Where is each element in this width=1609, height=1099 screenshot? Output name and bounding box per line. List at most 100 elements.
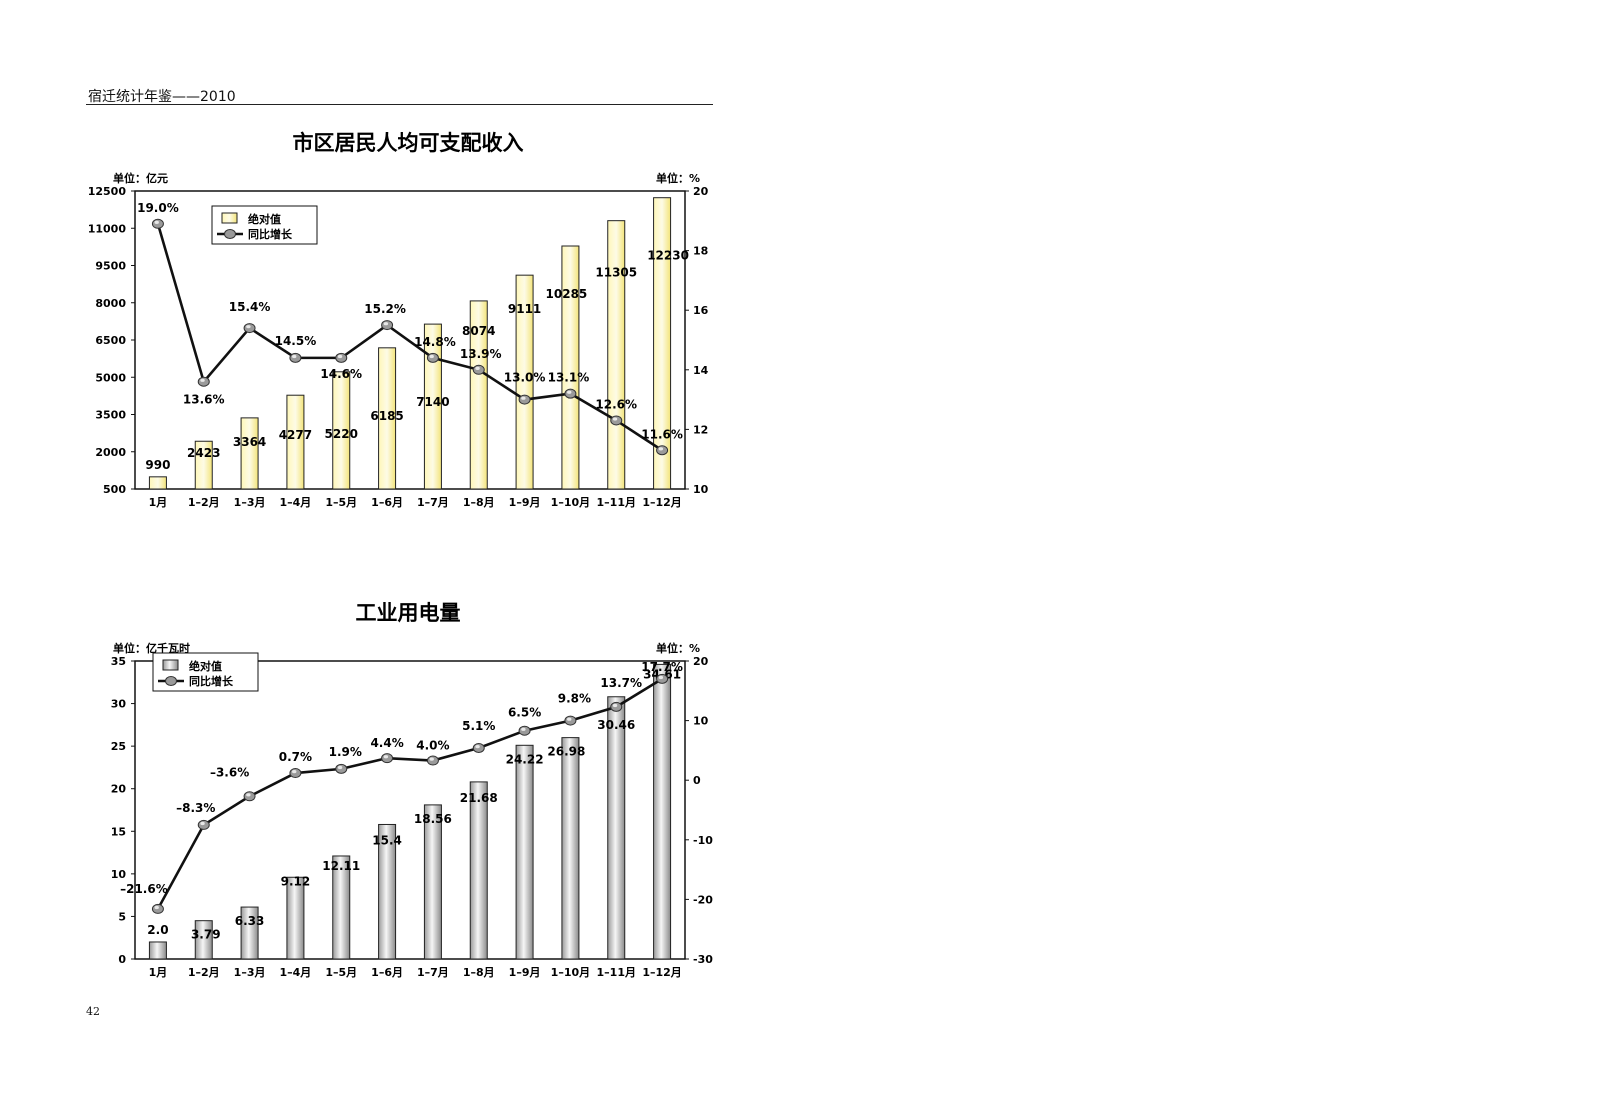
line-value-label: 12.6% <box>595 397 637 411</box>
legend-bar-swatch <box>221 212 238 224</box>
header-text: 宿迁统计年鉴——2010 <box>88 89 236 105</box>
line-point-highlight <box>658 675 664 680</box>
chart-title: 市区居民人均可支配收入 <box>293 131 524 155</box>
line-value-label: 13.9% <box>460 347 502 361</box>
bar <box>653 197 672 490</box>
bar <box>561 737 580 960</box>
category-label: 1月 <box>149 496 168 509</box>
category-label: 1–7月 <box>417 496 449 509</box>
category-label: 1–9月 <box>509 966 541 979</box>
legend-line-label: 同比增长 <box>189 674 234 688</box>
right-unit-label: 单位：% <box>656 641 700 655</box>
bar-value-label: 15.4 <box>372 833 402 847</box>
right-tick-label: 20 <box>693 185 709 198</box>
growth-line <box>156 223 663 452</box>
line-point <box>472 743 485 754</box>
legend-line-label: 同比增长 <box>248 227 293 241</box>
line-value-label: –3.6% <box>210 765 249 779</box>
bar <box>332 855 351 960</box>
bar-value-label: 10285 <box>546 287 588 301</box>
growth-line <box>156 677 663 910</box>
line-point-highlight <box>567 390 572 394</box>
line-value-label: 13.7% <box>600 676 642 690</box>
line-value-label: 4.0% <box>416 739 449 753</box>
legend-bar-label: 绝对值 <box>189 659 222 673</box>
legend-bar-label: 绝对值 <box>248 212 281 226</box>
bar <box>561 245 580 490</box>
left-tick-label: 35 <box>111 655 126 668</box>
bar-value-label: 4277 <box>279 428 312 442</box>
right-tick-label: 0 <box>693 774 701 787</box>
line-point-highlight <box>612 703 618 708</box>
left-tick-label: 9500 <box>95 260 126 273</box>
left-tick-label: 15 <box>111 825 126 838</box>
line-value-label: 13.0% <box>504 371 546 385</box>
line-point-highlight <box>475 366 480 370</box>
line-point <box>426 352 439 363</box>
category-label: 1–3月 <box>234 966 266 979</box>
bar <box>194 920 213 960</box>
line-point <box>518 725 531 736</box>
left-tick-label: 10 <box>111 868 127 881</box>
line-point <box>610 701 623 712</box>
category-label: 1–12月 <box>642 966 681 979</box>
line-point-highlight <box>383 322 389 326</box>
legend-line-marker <box>224 229 236 239</box>
bar-value-label: 990 <box>145 458 170 472</box>
bar-value-label: 9111 <box>508 302 541 316</box>
left-unit-label: 单位：亿元 <box>113 171 168 185</box>
line-point <box>472 364 485 375</box>
category-label: 1–2月 <box>188 966 220 979</box>
line-value-label: 14.8% <box>414 335 456 349</box>
line-point-highlight <box>658 447 664 451</box>
right-tick-label: -10 <box>693 834 713 847</box>
line-point <box>564 388 577 399</box>
line-point-highlight <box>475 745 480 749</box>
right-tick-label: 14 <box>693 364 709 377</box>
bar-value-label: 24.22 <box>506 752 544 766</box>
left-unit-label: 单位：亿千瓦时 <box>113 641 190 655</box>
line-point-highlight <box>200 821 205 826</box>
legend-bar-swatch <box>162 659 179 671</box>
chart-title: 工业用电量 <box>356 601 461 625</box>
bar-value-label: 18.56 <box>414 812 452 826</box>
line-point-highlight <box>246 793 251 797</box>
left-tick-label: 25 <box>111 740 126 753</box>
line-point <box>426 755 439 766</box>
bar <box>607 696 626 960</box>
line-point <box>381 320 394 331</box>
right-unit-label: 单位：% <box>656 171 700 185</box>
bar <box>378 823 397 960</box>
line-point <box>197 376 210 387</box>
line-point <box>151 218 164 229</box>
left-tick-label: 5 <box>118 910 126 923</box>
left-tick-label: 3500 <box>95 409 126 422</box>
bar-value-label: 3364 <box>233 435 266 449</box>
line-point <box>151 903 164 914</box>
bar <box>469 781 488 960</box>
category-label: 1–8月 <box>463 496 495 509</box>
line-point-highlight <box>521 727 526 731</box>
line-point-highlight <box>337 765 343 770</box>
bar <box>423 804 442 960</box>
line-value-label: –21.6% <box>120 882 168 896</box>
line-point <box>610 415 623 426</box>
bar <box>286 876 305 960</box>
right-tick-label: -20 <box>693 893 713 906</box>
line-point-highlight <box>292 770 297 774</box>
plot-frame <box>134 660 686 960</box>
legend-line-marker <box>165 676 177 686</box>
line-point-highlight <box>200 378 205 382</box>
left-tick-label: 8000 <box>95 297 126 310</box>
line-point-highlight <box>612 417 618 421</box>
right-tick-label: -30 <box>693 953 713 966</box>
line-value-label: 13.6% <box>183 393 225 407</box>
bar <box>653 663 672 960</box>
line-point <box>656 445 669 456</box>
bar <box>515 274 534 490</box>
line-value-label: 17.7% <box>641 660 683 674</box>
left-tick-label: 500 <box>103 483 126 496</box>
bar-value-label: 12.11 <box>322 859 360 873</box>
bar-value-label: 3.79 <box>191 928 221 942</box>
